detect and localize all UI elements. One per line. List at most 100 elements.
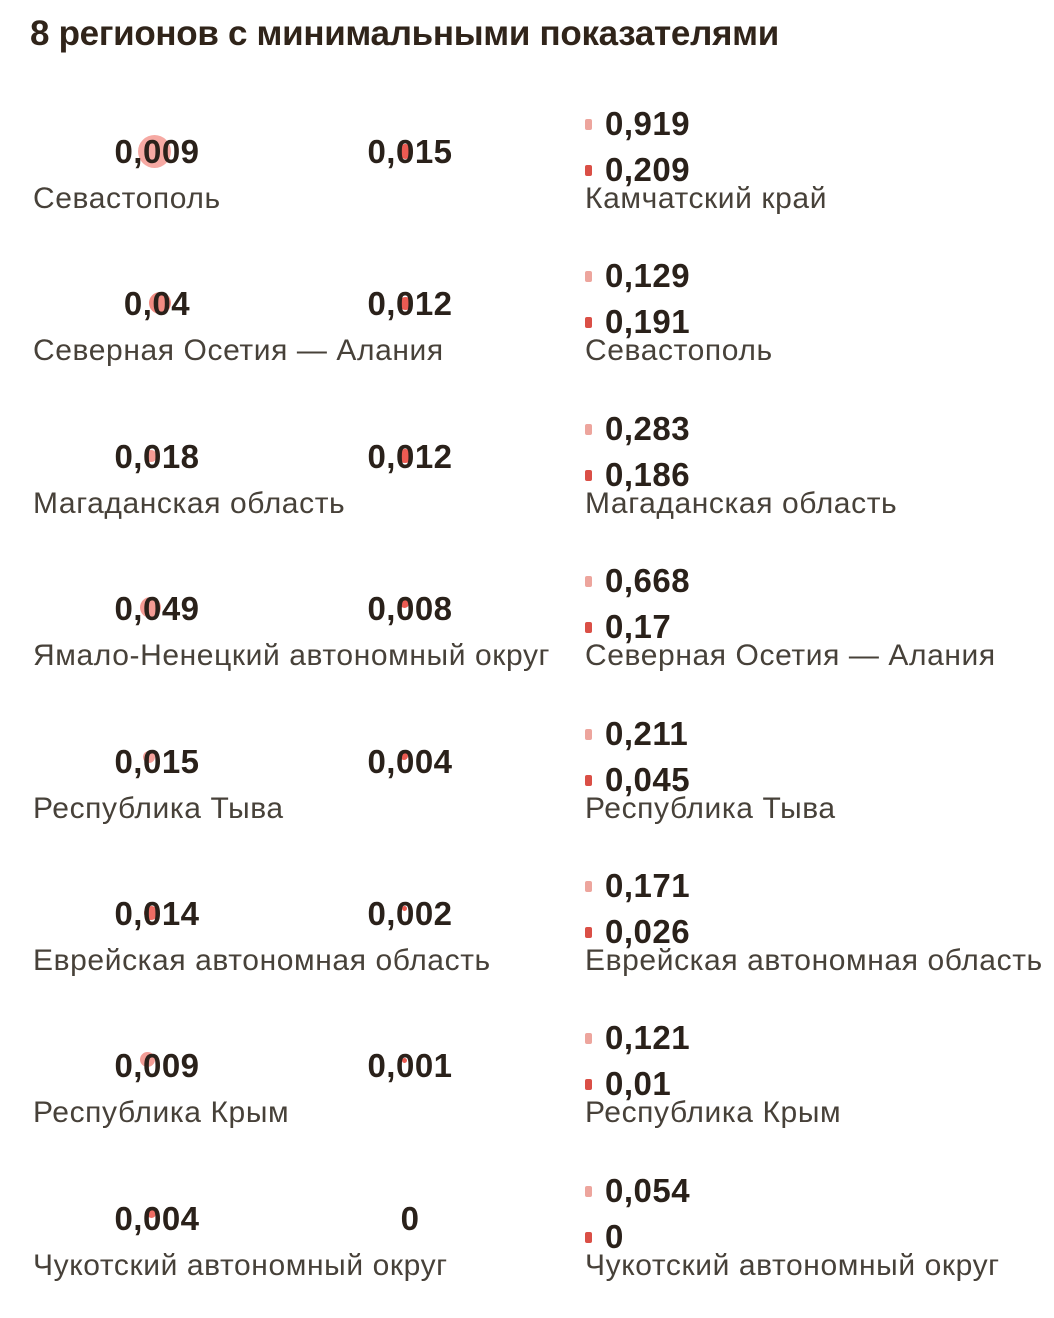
region-row: 0,121 0,01 Республика Крым: [0, 1014, 1054, 1166]
metric1-value: 0,018: [114, 438, 200, 475]
metric1-value: 0,919: [605, 105, 691, 142]
value-dot-marker: [139, 1051, 155, 1067]
region-label: Еврейская автономная область: [33, 944, 491, 977]
value-dot-marker: [401, 905, 407, 911]
metric1-value: 0,121: [605, 1019, 691, 1056]
metric2-value: 0,001: [367, 1047, 453, 1084]
region-row: 0,919 0,209 Камчатский край: [0, 100, 1054, 252]
bubble-value: 0,004: [367, 743, 452, 781]
region-row: 0,009 0,001 Республика Крым: [0, 1014, 1054, 1166]
value-dot-marker: [145, 450, 158, 462]
region-label: Севастополь: [585, 334, 773, 367]
region-row: 0,049 0,008 Ямало-Ненецкий автономный ок…: [0, 557, 1054, 709]
metric1-value: 0,668: [605, 562, 691, 599]
metric1-value: 0,04: [123, 285, 191, 322]
bubble-value: 0,012: [367, 438, 452, 476]
series1-bullet-icon: [585, 575, 592, 587]
region-row: 0,129 0,191 Севастополь: [0, 252, 1054, 404]
region-label: Республика Тыва: [33, 792, 284, 825]
metric1-value: 0,054: [605, 1172, 691, 1209]
metric2-value: 0,008: [367, 590, 453, 627]
bubble-value: 0,018: [114, 438, 199, 476]
metric1-value: 0,009: [114, 133, 200, 170]
series2-bullet-icon: [585, 469, 592, 481]
region-label: Республика Крым: [585, 1096, 842, 1129]
metric2-value: 0,045: [605, 761, 691, 798]
bubble-value: 0,014: [114, 895, 199, 933]
metric1-value: 0,009: [114, 1047, 200, 1084]
series1-bullet-icon: [585, 880, 592, 892]
metric2-value: 0,17: [605, 608, 672, 645]
series1-bullet-icon: [585, 270, 592, 282]
region-row: 0,004 0 Чукотский автономный округ: [0, 1167, 1054, 1318]
metric2-value: 0,002: [367, 895, 453, 932]
bubble-value: 0,002: [367, 895, 452, 933]
region-row: 0,015 0,004 Республика Тыва: [0, 710, 1054, 862]
series2-bullet-icon: [585, 316, 592, 328]
region-label: Северная Осетия — Алания: [585, 639, 996, 672]
series1-bullet-icon: [585, 1185, 592, 1197]
series2-bullet-icon: [585, 1231, 592, 1243]
series1-bullet-icon: [585, 1032, 592, 1044]
region-label: Чукотский автономный округ: [33, 1249, 448, 1282]
metric2-value: 0,186: [605, 456, 691, 493]
metric2-value: 0,209: [605, 151, 691, 188]
value-dot-marker: [137, 134, 171, 168]
region-label: Еврейская автономная область: [585, 944, 1043, 977]
metric1-value: 0,171: [605, 867, 691, 904]
region-row: 0,018 0,012 Магаданская область: [0, 405, 1054, 557]
region-label: Магаданская область: [585, 487, 898, 520]
bubble-value: 0,012: [367, 285, 452, 323]
series1-bullet-icon: [585, 423, 592, 435]
series2-bullet-icon: [585, 774, 592, 786]
bubble-value: 0,015: [114, 743, 199, 781]
metric2-value: 0,012: [367, 438, 453, 475]
bubble-value: 0,009: [114, 133, 199, 171]
bubble-value: 0: [401, 1200, 420, 1238]
series2-bullet-icon: [585, 1078, 592, 1090]
region-row: 0,009 0,015 Севастополь: [0, 100, 1054, 252]
metric1-value: 0,015: [114, 743, 200, 780]
region-row: 0,054 0 Чукотский автономный округ: [0, 1167, 1054, 1318]
bubble-value: 0,04: [124, 285, 190, 323]
metric2-value: 0: [605, 1218, 624, 1255]
value-dot-marker: [148, 292, 171, 314]
value-dot-marker: [139, 596, 161, 618]
series2-bullet-icon: [585, 621, 592, 633]
region-row: 0,211 0,045 Республика Тыва: [0, 710, 1054, 862]
series2-bullet-icon: [585, 926, 592, 938]
metric2-value: 0,004: [367, 743, 453, 780]
series1-bullet-icon: [585, 118, 592, 130]
region-row: 0,668 0,17 Северная Осетия — Алания: [0, 557, 1054, 709]
metric1-value: 0,129: [605, 257, 691, 294]
bubble-value: 0,015: [367, 133, 452, 171]
bubble-value: 0,001: [367, 1047, 452, 1085]
region-label: Республика Крым: [33, 1096, 290, 1129]
chart-title: 8 регионов с минимальными показателями: [30, 14, 779, 53]
value-dot-marker: [143, 751, 156, 763]
value-dot-marker: [401, 1057, 407, 1063]
region-label: Камчатский край: [585, 182, 828, 215]
region-label: Республика Тыва: [585, 792, 836, 825]
bubble-value: 0,004: [114, 1200, 199, 1238]
value-dot-marker: [398, 296, 412, 310]
metric2-value: 0,026: [605, 913, 691, 950]
region-row: 0,014 0,002 Еврейская автономная область: [0, 862, 1054, 1014]
metric1-value: 0,014: [114, 895, 200, 932]
region-row: 0,04 0,012 Северная Осетия — Алания: [0, 252, 1054, 404]
metric1-value: 0,004: [114, 1200, 200, 1237]
series1-bullet-icon: [585, 728, 592, 740]
region-label: Северная Осетия — Алания: [33, 334, 444, 367]
value-dot-marker: [398, 449, 413, 463]
metric2-value: 0,191: [605, 303, 691, 340]
value-dot-marker: [400, 752, 409, 760]
bubble-value: 0,009: [114, 1047, 199, 1085]
region-label: Магаданская область: [33, 487, 346, 520]
series2-bullet-icon: [585, 164, 592, 176]
metric1-value: 0,283: [605, 410, 691, 447]
region-label: Севастополь: [33, 182, 221, 215]
region-row: 0,283 0,186 Магаданская область: [0, 405, 1054, 557]
metric2-value: 0,015: [367, 133, 453, 170]
value-dot-marker: [399, 598, 409, 608]
